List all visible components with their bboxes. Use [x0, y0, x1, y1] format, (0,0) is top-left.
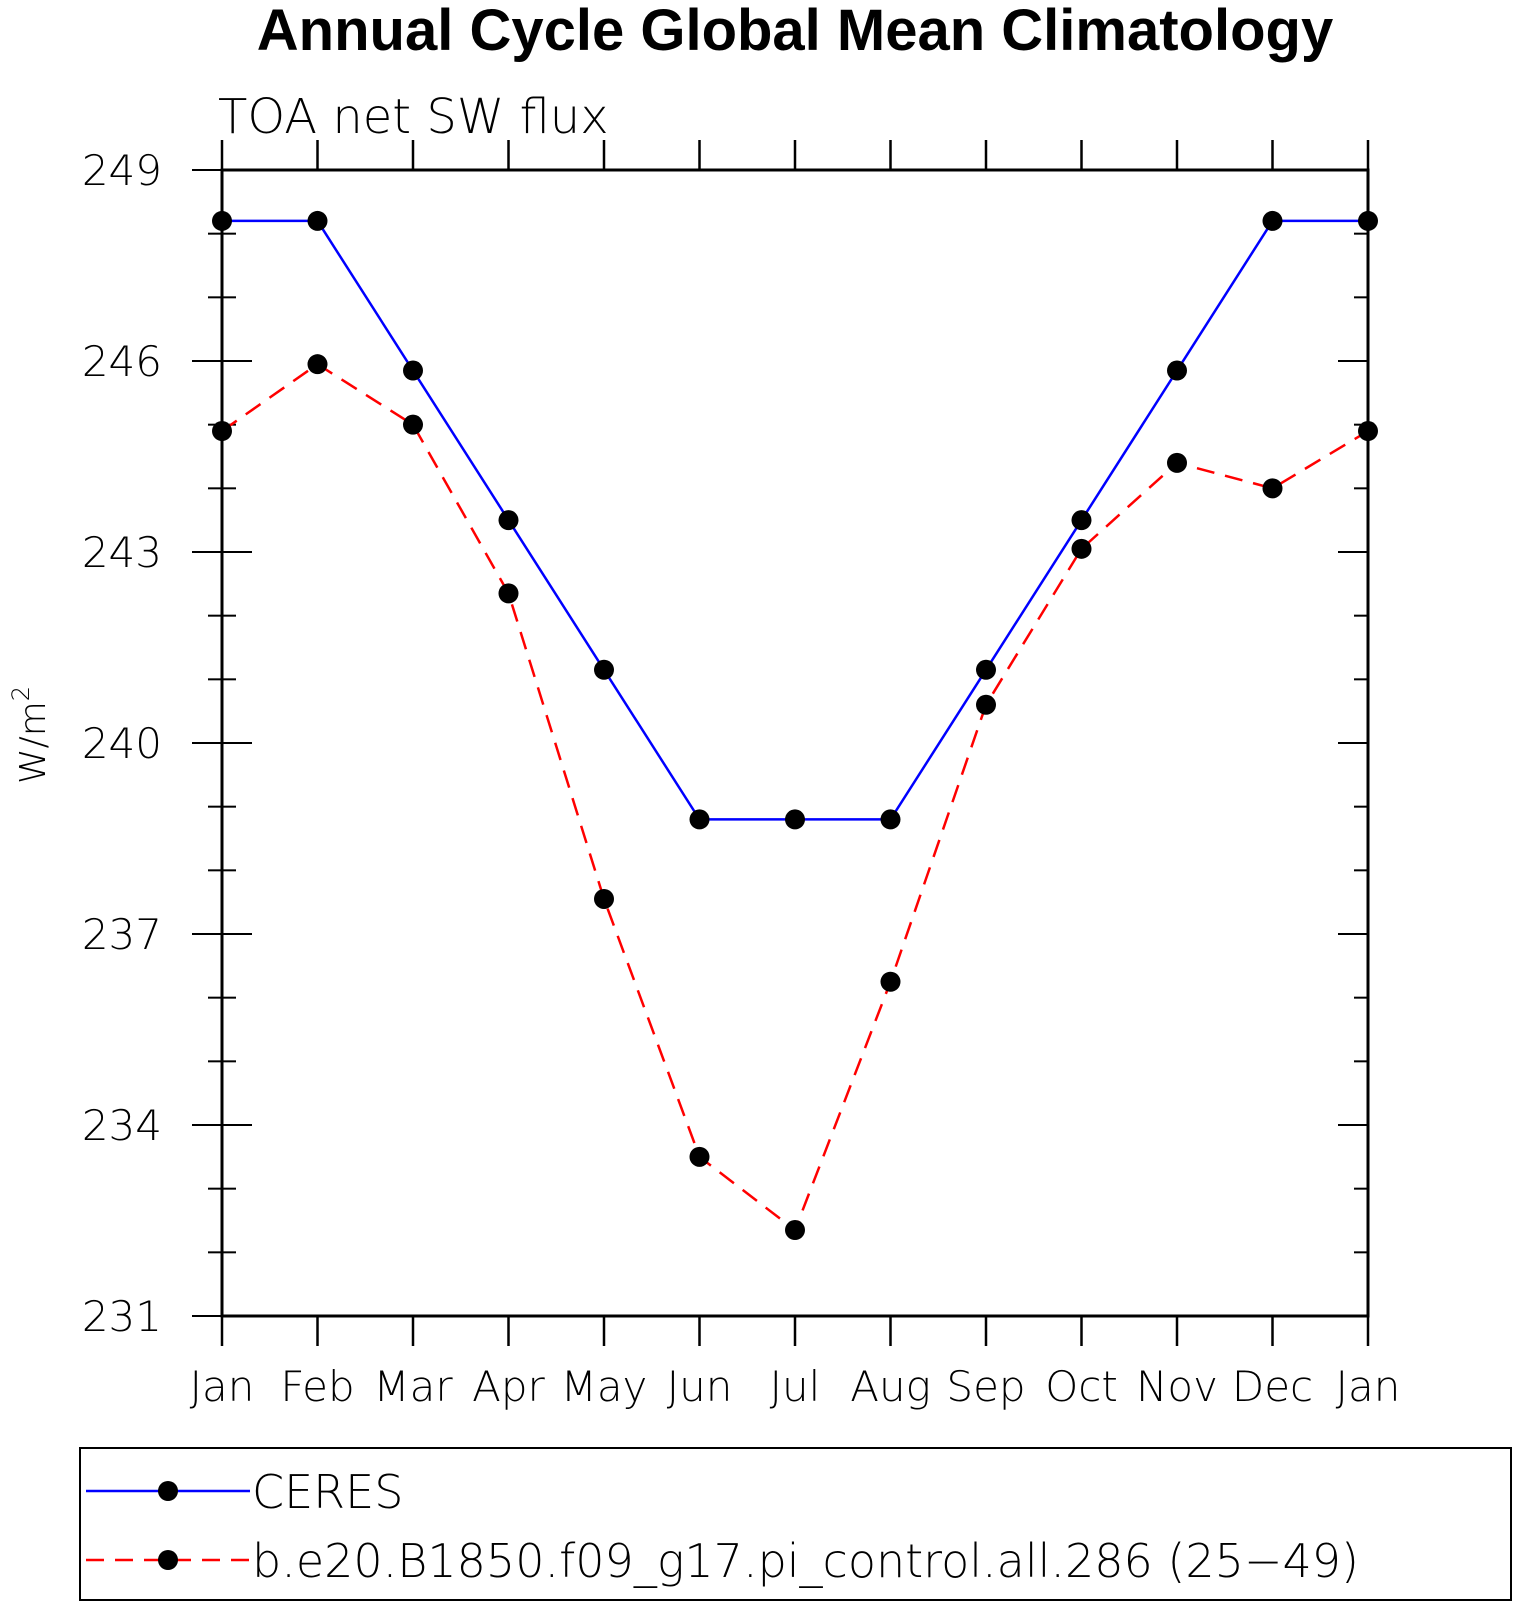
series-1-point — [498, 583, 519, 604]
x-tick-label: May — [561, 1362, 648, 1411]
series-1-point — [880, 971, 901, 992]
y-tick-labels: 231 234 237 240 243 246 249 — [82, 146, 162, 1341]
legend-label-ceres: CERES — [252, 1465, 403, 1519]
legend-box — [79, 1447, 1512, 1601]
series-0-point — [594, 659, 614, 680]
x-tick-label: Dec — [1232, 1362, 1313, 1411]
series-1-point — [689, 1146, 710, 1167]
series-line-0 — [222, 219, 1368, 821]
series-1-point — [1071, 538, 1092, 559]
x-tick-label: Nov — [1136, 1362, 1218, 1411]
y-tick-label: 234 — [82, 1101, 162, 1150]
series-line-1 — [221, 362, 1369, 1233]
series-0-point — [498, 510, 519, 531]
series-1-point — [307, 354, 328, 375]
y-axis-label-superscript: 2 — [7, 686, 35, 701]
data-series — [212, 210, 1378, 1241]
series-1-point — [976, 694, 996, 715]
series-1-point — [785, 1220, 805, 1241]
x-tick-label: Jul — [770, 1362, 821, 1411]
y-tick-label: 243 — [82, 528, 162, 577]
x-tick-label: Oct — [1045, 1362, 1118, 1411]
y-tick-label: 246 — [82, 337, 162, 386]
legend-marker-ceres — [158, 1481, 178, 1501]
y-tick-label: 237 — [82, 910, 162, 959]
x-tick-label: Feb — [280, 1362, 354, 1411]
svg-text:W/m2: W/m2 — [7, 686, 54, 784]
x-tick-label: Aug — [850, 1362, 931, 1411]
legend: CERES b.e20.B1850.f09_g17.pi_control.all… — [79, 1447, 1512, 1601]
legend-label-model: b.e20.B1850.f09_g17.pi_control.all.286 (… — [252, 1534, 1359, 1588]
series-0-point — [785, 809, 805, 830]
series-0-point — [403, 360, 423, 381]
x-tick-label: Jan — [1336, 1362, 1401, 1411]
series-1-point — [1262, 478, 1283, 499]
x-tick-label: Jan — [190, 1362, 255, 1411]
y-axis-label-text: W/m — [13, 701, 54, 784]
series-1-point — [594, 888, 614, 909]
series-1-point — [403, 414, 423, 435]
x-tick-label: Apr — [472, 1362, 545, 1411]
y-tick-label: 240 — [82, 719, 162, 768]
series-0-point — [1071, 510, 1092, 531]
series-1-point — [1167, 452, 1187, 473]
x-tick-labels: Jan Feb Mar Apr May Jun Jul Aug Sep Oct Nov Dec Jan — [190, 1362, 1401, 1411]
series-0-point — [880, 809, 901, 830]
series-0-point — [307, 210, 328, 231]
legend-marker-model — [158, 1550, 178, 1570]
x-tick-label: Mar — [373, 1362, 453, 1411]
y-tick-label: 249 — [82, 146, 162, 195]
plot-frame — [220, 168, 1370, 1318]
series-0-point — [1167, 360, 1187, 381]
series-0-point — [689, 809, 710, 830]
x-tick-label: Jun — [667, 1362, 733, 1411]
axis-ticks — [192, 140, 1370, 1346]
chart-subtitle: TOA net SW flux — [218, 89, 609, 145]
y-axis-label: W/m2 — [7, 686, 54, 784]
chart-title: Annual Cycle Global Mean Climatology — [257, 0, 1333, 63]
series-0-point — [1262, 210, 1283, 231]
y-tick-label: 231 — [82, 1292, 162, 1341]
x-tick-label: Sep — [946, 1362, 1025, 1411]
series-0-point — [976, 659, 996, 680]
